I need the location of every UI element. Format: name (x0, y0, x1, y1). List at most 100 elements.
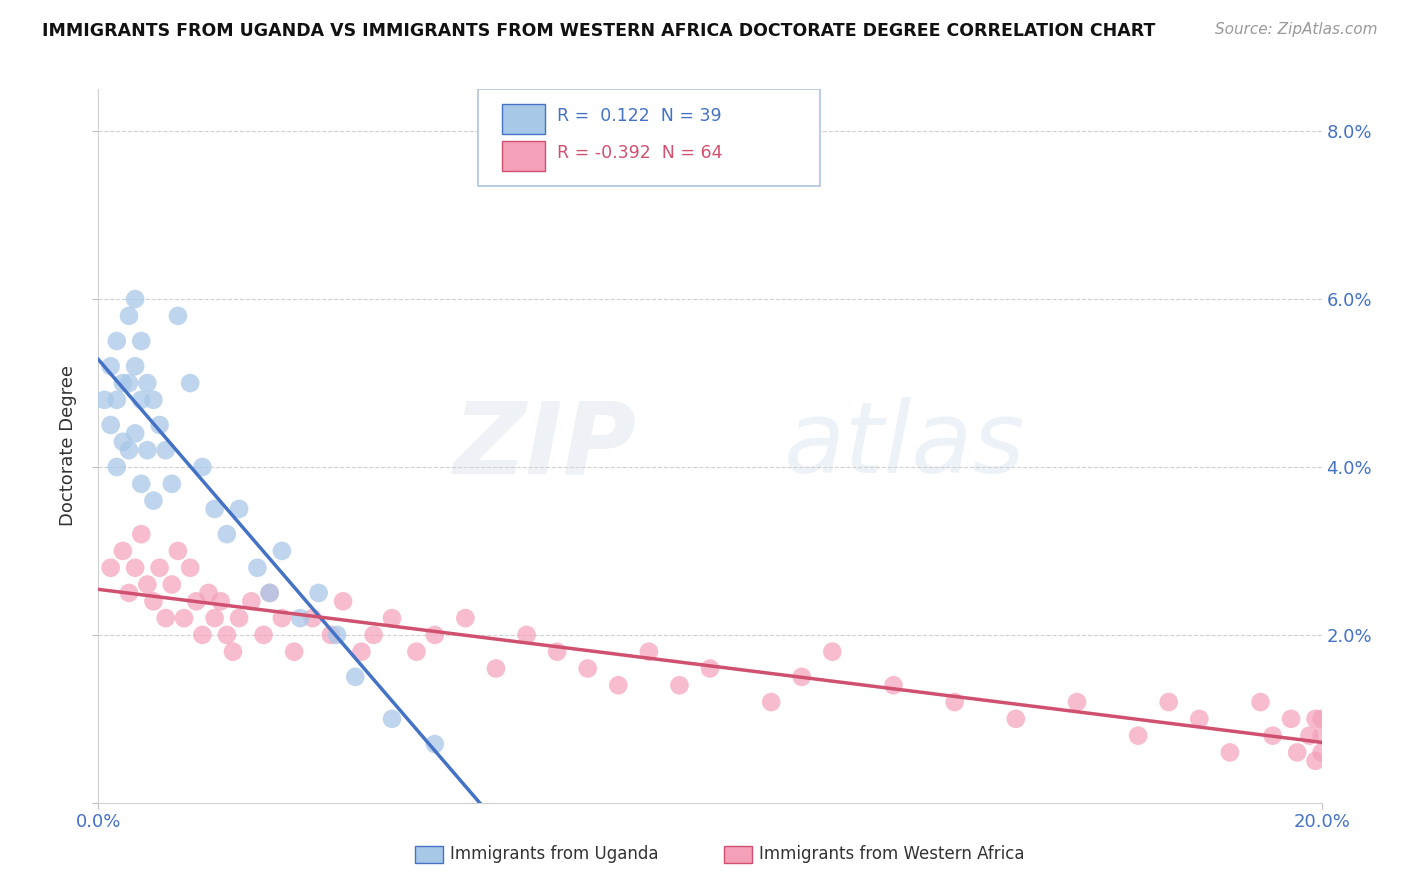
Point (160, 476, 183, 491)
Point (326, 628, 349, 642)
Point (124, 560, 146, 574)
Point (204, 502, 226, 516)
Text: Immigrants from Uganda: Immigrants from Uganda (450, 845, 658, 863)
Point (179, 560, 201, 574)
Point (1188, 712, 1211, 726)
Bar (502, 141, 546, 171)
Point (191, 628, 214, 642)
Point (1219, 746, 1241, 760)
Point (1157, 695, 1180, 709)
Text: IMMIGRANTS FROM UGANDA VS IMMIGRANTS FROM WESTERN AFRICA DOCTORATE DEGREE CORREL: IMMIGRANTS FROM UGANDA VS IMMIGRANTS FRO… (42, 22, 1156, 40)
Point (1128, 729, 1150, 743)
Point (118, 309, 141, 323)
Point (129, 476, 152, 491)
Point (136, 577, 159, 591)
Point (173, 611, 195, 625)
Point (167, 544, 190, 558)
Point (405, 645, 427, 659)
Text: atlas: atlas (783, 398, 1025, 494)
Point (516, 628, 538, 642)
Point (215, 628, 238, 642)
Point (142, 594, 165, 608)
Point (93, 392, 115, 407)
Point (301, 611, 323, 625)
Point (883, 678, 905, 692)
Point (1305, 712, 1327, 726)
Point (1298, 729, 1320, 743)
Point (100, 359, 122, 374)
Point (155, 611, 177, 625)
Point (699, 661, 721, 675)
Point (118, 443, 141, 458)
Point (105, 392, 128, 407)
Point (1310, 746, 1333, 760)
Point (124, 359, 146, 374)
Point (1310, 729, 1333, 743)
Point (332, 594, 354, 608)
Point (668, 678, 690, 692)
Point (270, 611, 292, 625)
Point (1261, 729, 1284, 743)
Point (149, 417, 172, 432)
Point (142, 392, 165, 407)
Point (1310, 712, 1333, 726)
Point (246, 560, 269, 574)
Point (179, 376, 201, 390)
Point (821, 645, 844, 659)
FancyBboxPatch shape (478, 89, 820, 186)
Text: R =  0.122  N = 39: R = 0.122 N = 39 (557, 107, 721, 125)
Point (222, 645, 245, 659)
Point (1279, 712, 1302, 726)
Point (129, 392, 152, 407)
Point (191, 460, 214, 475)
Point (344, 670, 367, 684)
Point (485, 661, 508, 675)
Point (111, 376, 134, 390)
Point (142, 493, 165, 508)
Text: Immigrants from Western Africa: Immigrants from Western Africa (759, 845, 1025, 863)
Point (1249, 695, 1271, 709)
Point (136, 443, 159, 458)
Point (1305, 754, 1327, 768)
Text: R = -0.392  N = 64: R = -0.392 N = 64 (557, 145, 723, 162)
Point (197, 586, 219, 600)
Point (111, 434, 134, 449)
Point (423, 737, 446, 751)
Point (607, 678, 630, 692)
Point (423, 628, 446, 642)
Point (381, 611, 404, 625)
Point (105, 460, 128, 475)
Text: ZIP: ZIP (454, 398, 637, 494)
Point (160, 577, 183, 591)
Point (111, 544, 134, 558)
Point (259, 586, 281, 600)
Point (155, 443, 177, 458)
Point (363, 628, 385, 642)
Point (1004, 712, 1026, 726)
Point (290, 611, 312, 625)
Point (283, 645, 305, 659)
Point (136, 376, 159, 390)
Point (129, 334, 152, 348)
Point (319, 628, 342, 642)
Point (118, 586, 141, 600)
Point (204, 611, 226, 625)
Point (167, 309, 190, 323)
Point (124, 292, 146, 306)
Point (240, 594, 263, 608)
Point (186, 594, 208, 608)
Bar (502, 104, 546, 134)
Point (350, 645, 373, 659)
Point (149, 560, 172, 574)
Point (105, 334, 128, 348)
Point (637, 645, 661, 659)
Point (100, 417, 122, 432)
Point (381, 712, 404, 726)
Text: Source: ZipAtlas.com: Source: ZipAtlas.com (1215, 22, 1378, 37)
Point (1286, 746, 1309, 760)
Point (259, 586, 281, 600)
Point (228, 611, 250, 625)
Point (124, 426, 146, 441)
Point (118, 376, 141, 390)
Point (790, 670, 813, 684)
